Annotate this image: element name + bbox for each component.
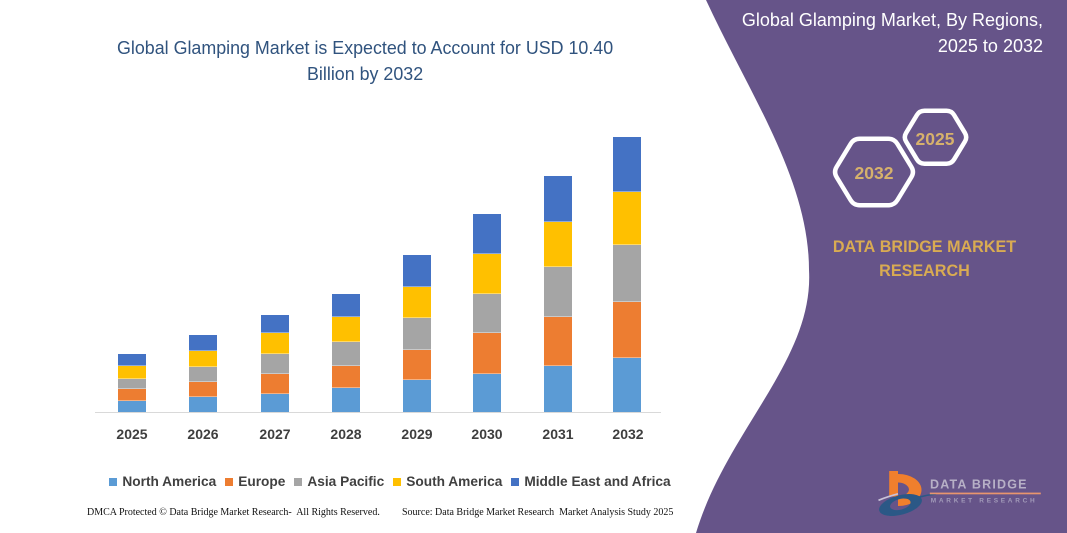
svg-text:DATA BRIDGE: DATA BRIDGE [930,477,1028,491]
svg-text:MARKET RESEARCH: MARKET RESEARCH [931,498,1038,505]
